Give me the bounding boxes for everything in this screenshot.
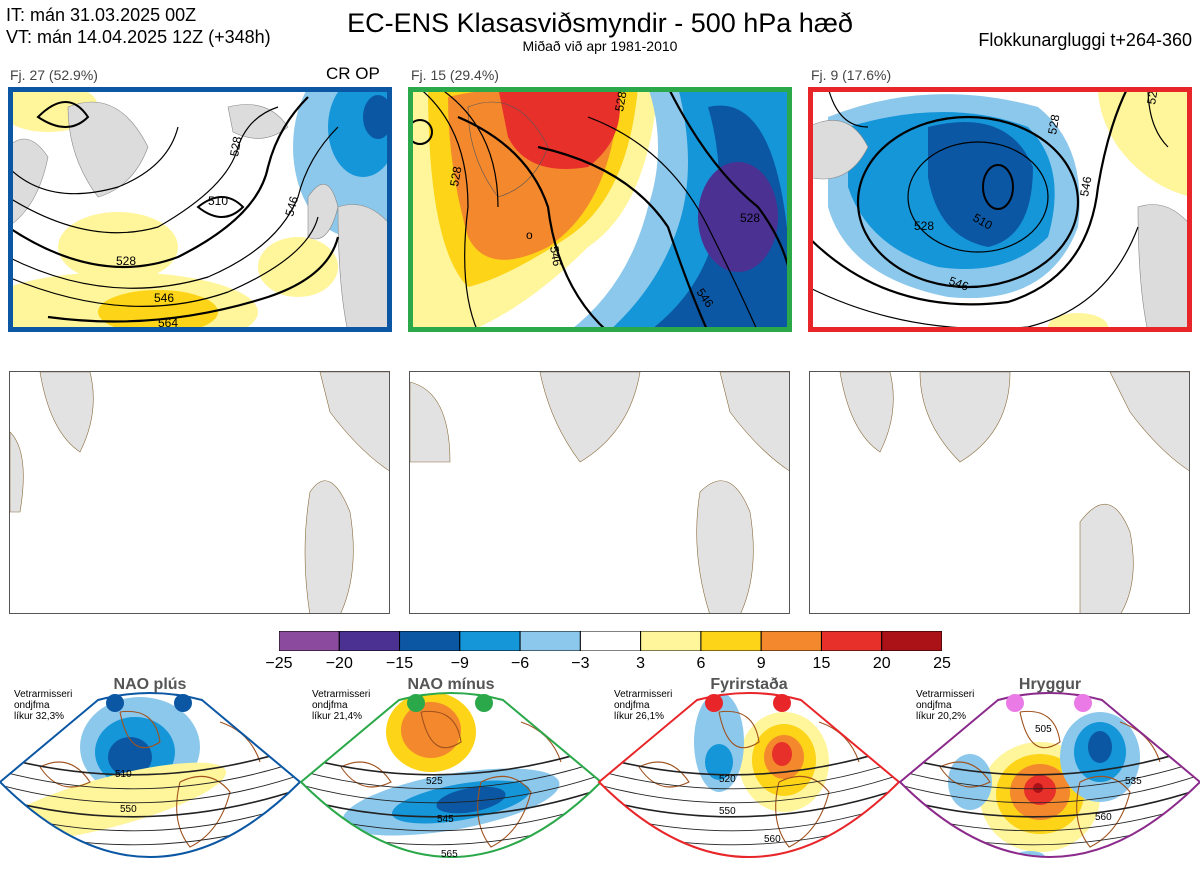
colorbar-segment xyxy=(399,630,461,652)
c3-label-c: 528 xyxy=(914,219,934,233)
colorbar-tick-label: 25 xyxy=(933,655,951,672)
c3-label-a: 528 xyxy=(1045,113,1062,135)
empty-map-2 xyxy=(409,371,790,614)
regime-4-stat-l3: líkur 20,2% xyxy=(916,711,967,722)
regime-dot-right xyxy=(773,694,791,712)
regime-dot-left xyxy=(705,694,723,712)
colorbar-segment xyxy=(700,630,762,652)
regime-1-stat-l3: líkur 32,3% xyxy=(14,711,65,722)
regime-dot-right xyxy=(174,694,192,712)
regime-3-title: Fyrirstaða xyxy=(710,676,788,693)
colorbar-segment xyxy=(579,630,642,652)
colorbar-tick-label: 9 xyxy=(756,655,766,672)
regime-contour-label: 565 xyxy=(441,849,458,860)
regime-1-title: NAO plús xyxy=(113,676,187,693)
regime-3-stat-l3: líkur 26,1% xyxy=(614,711,665,722)
regime-contour-label: 505 xyxy=(1035,724,1052,735)
c1-label-b: 528 xyxy=(227,135,244,157)
colorbar-tick-label: −20 xyxy=(325,655,353,672)
regime-1-stat-l1: Vetrarmisseri xyxy=(14,689,73,700)
regime-1-stat: Vetrarmisseri ondjfma líkur 32,3% xyxy=(14,689,72,722)
c1-label-d: 528 xyxy=(116,254,136,268)
colorbar-segment xyxy=(760,630,822,652)
colorbar-segment xyxy=(459,630,521,652)
colorbar-segment xyxy=(881,630,943,652)
regime-contour-label: 520 xyxy=(719,774,736,785)
colorbar-tick-label: 3 xyxy=(636,655,646,672)
regime-4-stat: Vetrarmisseri ondjfma líkur 20,2% xyxy=(916,689,974,722)
cluster-window: Flokkunargluggi t+264-360 xyxy=(978,30,1192,50)
regime-row: 510 550 525 545 565 520 550 560 505 535 560 xyxy=(0,672,1200,871)
cluster-1-map: 510 528 546 528 546 564 xyxy=(8,87,392,332)
c1-label-c: 546 xyxy=(282,194,301,217)
regime-contour-label: 535 xyxy=(1125,776,1142,787)
colorbar-tick-label: −15 xyxy=(385,655,414,672)
colorbar-tick-label: 20 xyxy=(872,655,891,672)
valid-time: VT: mán 14.04.2025 12Z (+348h) xyxy=(6,27,271,47)
c2-label-b: 528 xyxy=(612,90,629,112)
cluster-3-frame xyxy=(808,87,1192,332)
c3-label-d: 546 xyxy=(1077,175,1094,197)
regime-contour-label: 560 xyxy=(1095,812,1112,823)
regime-dot-left xyxy=(106,694,124,712)
empty-map-1 xyxy=(9,371,390,614)
cluster-3-map: 528 510 528 546 528 546 xyxy=(808,87,1192,332)
regime-3-stat-l1: Vetrarmisseri xyxy=(614,689,673,700)
page-subtitle: Miðað við apr 1981-2010 xyxy=(522,38,678,54)
regime-contour-label: 550 xyxy=(120,804,137,815)
colorbar-segment xyxy=(278,630,340,652)
colorbar-tick-label: −25 xyxy=(265,655,293,672)
c1-label-e: 546 xyxy=(154,291,174,305)
cluster-2-label: Fj. 15 (29.4%) xyxy=(411,67,499,83)
colorbar xyxy=(278,630,943,652)
colorbar-segment xyxy=(338,630,401,652)
regime-contour-label: 545 xyxy=(437,814,454,825)
c2-label-c: 546 xyxy=(547,245,564,267)
regime-dot-right xyxy=(1074,694,1092,712)
regime-2-stat-l3: líkur 21,4% xyxy=(312,711,363,722)
c1-label-f: 564 xyxy=(158,316,178,330)
cluster-1-frame xyxy=(8,87,392,332)
c1-label-a: 510 xyxy=(208,194,228,208)
regime-dot-left xyxy=(407,694,425,712)
regime-contour-label: 550 xyxy=(719,806,736,817)
colorbar-segment xyxy=(820,630,883,652)
cluster-1-label: Fj. 27 (52.9%) xyxy=(10,67,98,83)
cluster-3-label: Fj. 9 (17.6%) xyxy=(811,67,892,83)
cluster-2-frame xyxy=(408,87,792,332)
regime-4-stat-l2: ondjfma xyxy=(916,700,952,711)
page-title: EC-ENS Klasasviðsmyndir - 500 hPa hæð xyxy=(347,8,853,38)
empty-map-3 xyxy=(809,371,1190,614)
colorbar-segment xyxy=(519,630,581,652)
regime-1-stat-l2: ondjfma xyxy=(14,700,50,711)
regime-4-title: Hryggur xyxy=(1018,676,1082,693)
colorbar-tick-label: −6 xyxy=(510,655,530,672)
c2-label-f: o xyxy=(526,228,533,242)
c3-label-f: 546 xyxy=(947,274,971,294)
colorbar-tick-label: 15 xyxy=(812,655,831,672)
regime-contour-label: 510 xyxy=(115,769,132,780)
colorbar-tick-label: −9 xyxy=(450,655,469,672)
regime-3-stat-l2: ondjfma xyxy=(614,700,650,711)
initial-time: IT: mán 31.03.2025 00Z xyxy=(6,5,197,25)
c2-label-a: 528 xyxy=(447,165,464,187)
colorbar-segment xyxy=(640,630,702,652)
regime-4-stat-l1: Vetrarmisseri xyxy=(916,689,975,700)
cluster-1-tag: CR OP xyxy=(326,64,380,83)
regime-2-stat: Vetrarmisseri ondjfma líkur 21,4% xyxy=(312,689,370,722)
c2-label-d: 528 xyxy=(740,211,760,225)
regime-dot-right xyxy=(475,694,493,712)
regime-2-stat-l2: ondjfma xyxy=(312,700,348,711)
colorbar-tick-label: 6 xyxy=(696,655,706,672)
cluster-2-map: 528 528 546 528 546 o xyxy=(408,87,792,332)
regime-dot-left xyxy=(1006,694,1024,712)
regime-3-stat: Vetrarmisseri ondjfma líkur 26,1% xyxy=(614,689,672,722)
header-info: IT: mán 31.03.2025 00Z VT: mán 14.04.202… xyxy=(6,4,271,48)
regime-2-title: NAO mínus xyxy=(407,676,495,693)
regime-2-stat-l1: Vetrarmisseri xyxy=(312,689,371,700)
regime-contour-label: 560 xyxy=(764,834,781,845)
colorbar-tick-label: −3 xyxy=(571,655,590,672)
regime-contour-label: 525 xyxy=(426,776,443,787)
